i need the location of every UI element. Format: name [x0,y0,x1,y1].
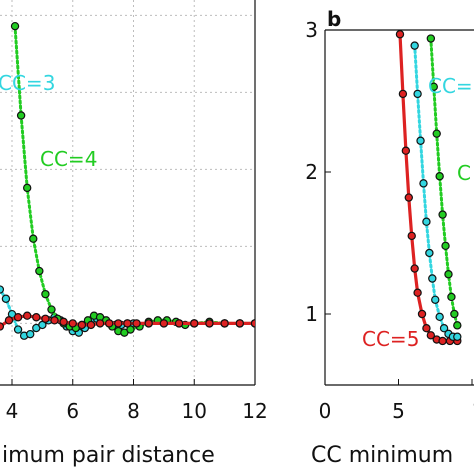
panel-b-x-tick-label: 1 [472,399,474,423]
panel-a-data-point [41,314,50,323]
panel-b-data-point [417,309,427,319]
panel-a-x-axis-label: imum pair distance [2,443,215,468]
panel-a-data-point [26,329,35,339]
panel-a-data-point [205,319,214,328]
panel-b: 1 2 3 0 5 1 b CC=5 CC= C CC minimum [305,7,474,468]
panel-b-letter: b [327,7,341,31]
panel-a-data-point [190,319,199,328]
panel-a-data-point [50,316,59,325]
panel-b-data-point [398,89,408,99]
panel-b-data-point [431,295,440,304]
panel-a-data-point [0,322,5,331]
panel-b-data-point [428,274,437,283]
panel-b-series-label-cc5: CC=5 [362,327,419,351]
panel-b-series-label-cc-cyan: CC= [428,74,473,98]
panel-a-data-point [68,319,77,328]
panel-b-data-point [419,179,428,188]
panel-b-data-point [404,193,413,202]
panel-a-series-label-cc4: CC=4 [40,147,97,171]
panel-b-data-point [441,241,450,251]
panel-a-series [0,21,255,340]
panel-b-data-point [439,324,449,333]
panel-a-data-point [104,319,114,328]
panel-a-x-tick-label: 10 [182,399,207,423]
panel-a-data-point [114,319,123,328]
panel-a-x-tick-label: 6 [66,399,79,423]
panel-b-data-point [422,217,431,226]
panel-b-data-point [416,136,425,145]
panel-b-data-point [438,336,447,346]
panel-b-y-tick-label: 2 [305,160,318,184]
panel-b-ticks: 1 2 3 0 5 1 [305,18,474,423]
panel-a-data-point [86,320,96,330]
panel-a-data-point [47,305,56,314]
panel-b-x-axis-label: CC minimum [311,443,453,468]
panel-a-data-point [22,311,32,320]
panel-b-data-point [425,248,434,258]
panel-b-x-tick-label: 0 [319,399,332,423]
panel-b-data-point [435,312,444,322]
panel-a-data-point [41,289,50,299]
panel-a-x-tick-label: 12 [242,399,267,423]
panel-b-series [395,30,462,346]
panel-a-series-label-cc3: CC=3 [0,71,55,95]
panel-b-data-point [450,309,459,319]
panel-b-data-point [435,172,444,181]
panel-a: 4 6 8 10 12 CC=3 CC=4 imum pair distance [0,0,268,468]
panel-a-data-point [10,21,20,31]
panel-b-data-point [410,264,419,273]
panel-b-data-point [410,41,419,50]
panel-a-data-point [29,234,38,243]
panel-b-data-point [438,210,447,219]
panel-b-data-point [453,321,462,330]
panel-a-data-point [0,285,5,294]
panel-a-data-point [32,313,41,322]
panel-a-data-point [235,319,245,328]
panel-a-x-ticks: 4 6 8 10 12 [6,379,268,423]
panel-a-data-point [220,319,229,328]
panel-b-y-tick-label: 1 [305,302,318,326]
panel-b-data-point [413,89,422,99]
panel-b-data-point [453,332,462,341]
panel-a-data-point [174,319,184,328]
panel-b-data-point [422,324,431,333]
panel-a-data-point [16,111,26,120]
panel-b-data-point [444,270,453,279]
panel-b-y-tick-label: 3 [305,18,318,42]
panel-b-data-point [447,292,456,302]
panel-b-data-point [401,146,411,155]
panel-b-data-point [395,30,405,39]
panel-b-data-point [407,231,416,241]
panel-b-data-point [426,331,436,340]
panel-b-series-label-c-green: C [457,161,471,185]
panel-b-data-point [413,288,422,297]
panel-a-data-point [4,316,14,325]
panel-a-data-point [77,320,87,330]
panel-a-data-point [59,317,68,327]
panel-a-data-point [95,319,105,328]
panel-a-x-tick-label: 8 [127,399,140,423]
panel-a-data-point [35,266,44,276]
panel-a-data-point [159,319,169,328]
panel-a-data-point [123,319,132,328]
panel-a-data-point [250,319,255,328]
panel-b-data-point [429,82,438,92]
panel-a-data-point [13,313,23,322]
panel-a-data-point [22,183,32,193]
panel-a-data-point [1,294,11,303]
panel-a-data-point [132,319,141,328]
panel-a-x-tick-label: 4 [6,399,19,423]
panel-a-data-point [144,319,153,328]
panel-b-data-point [432,129,441,138]
panel-a-data-point [13,325,23,334]
panel-b-x-tick-label: 5 [392,399,405,423]
panel-b-series-line-2 [429,37,459,327]
panel-b-data-point [426,34,436,43]
